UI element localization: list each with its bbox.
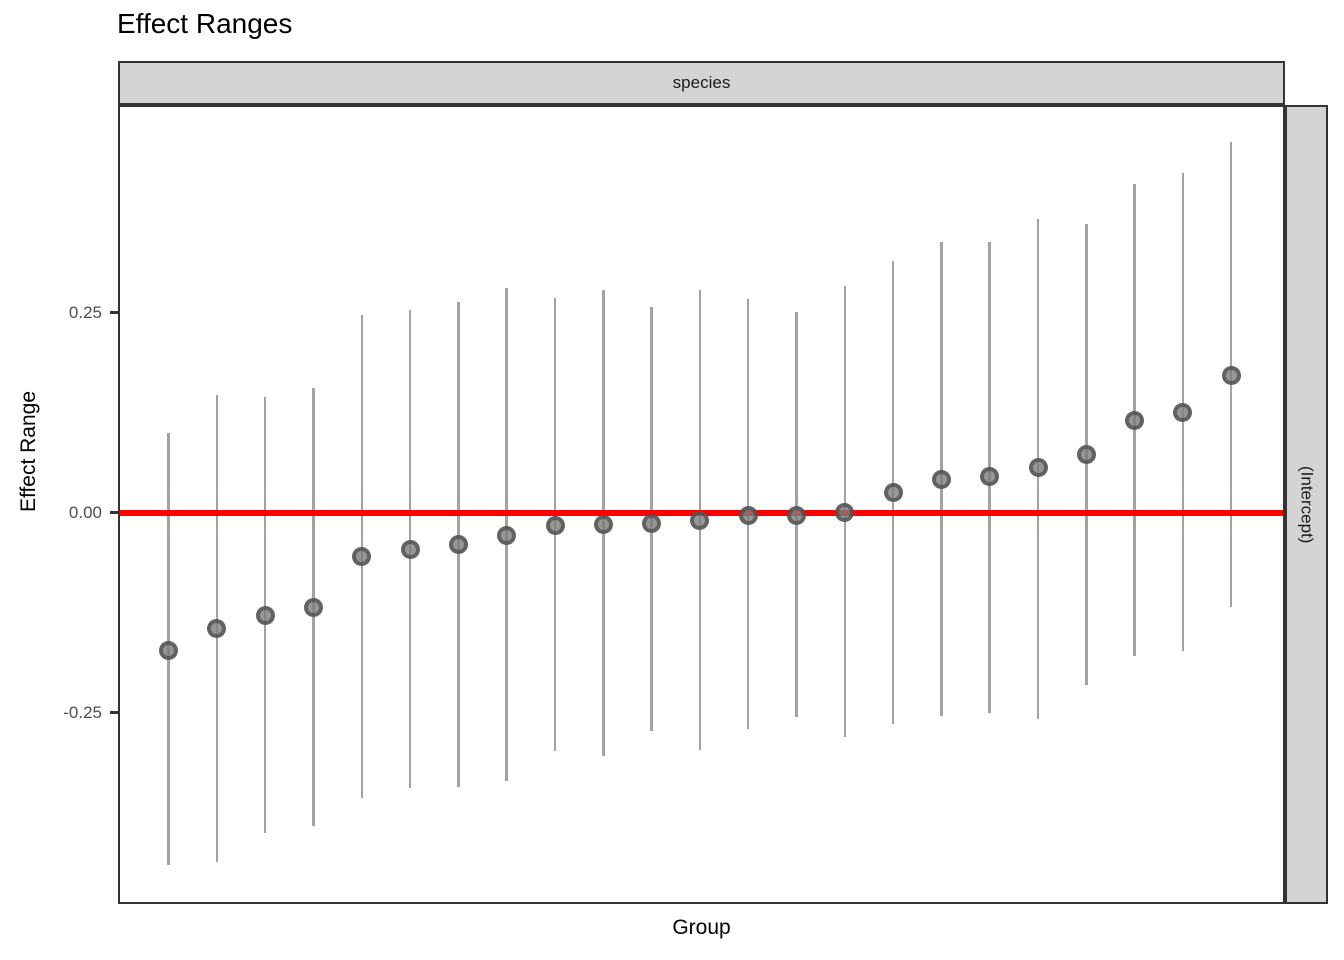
x-axis-title: Group [672, 916, 731, 939]
data-point [1028, 458, 1048, 478]
y-axis-title: Effect Range [17, 391, 40, 513]
data-point [1173, 403, 1193, 423]
data-point [207, 619, 227, 639]
y-tick-label: 0.25 [68, 302, 102, 322]
y-tick-mark [110, 511, 118, 514]
data-point [352, 547, 372, 567]
data-point [931, 469, 951, 489]
y-tick-label: -0.25 [63, 702, 102, 722]
data-point [304, 597, 323, 617]
data-point [1221, 365, 1241, 385]
data-point [400, 540, 420, 559]
data-point [545, 516, 565, 535]
plot-area [120, 107, 1283, 902]
data-point [738, 506, 758, 526]
data-point [593, 515, 613, 535]
data-point [980, 467, 1000, 487]
facet-strip-top: species [118, 61, 1285, 105]
y-tick-mark [110, 311, 118, 314]
data-point [883, 483, 903, 503]
data-point [1076, 444, 1096, 464]
data-point [448, 535, 468, 555]
data-point [787, 505, 806, 525]
data-point [835, 503, 855, 523]
facet-strip-right: (Intercept) [1285, 105, 1328, 904]
data-point [497, 525, 517, 545]
facet-strip-right-label: (Intercept) [1297, 465, 1317, 544]
facet-strip-top-label: species [672, 73, 731, 92]
page-title: Effect Ranges [117, 8, 293, 39]
data-point [1125, 411, 1145, 431]
y-tick-label: 0.00 [68, 502, 102, 522]
data-point [159, 640, 179, 660]
plot-panel [118, 105, 1285, 904]
data-point [255, 605, 275, 625]
data-point [642, 513, 662, 533]
y-tick-mark [110, 711, 118, 714]
data-point [690, 511, 710, 531]
